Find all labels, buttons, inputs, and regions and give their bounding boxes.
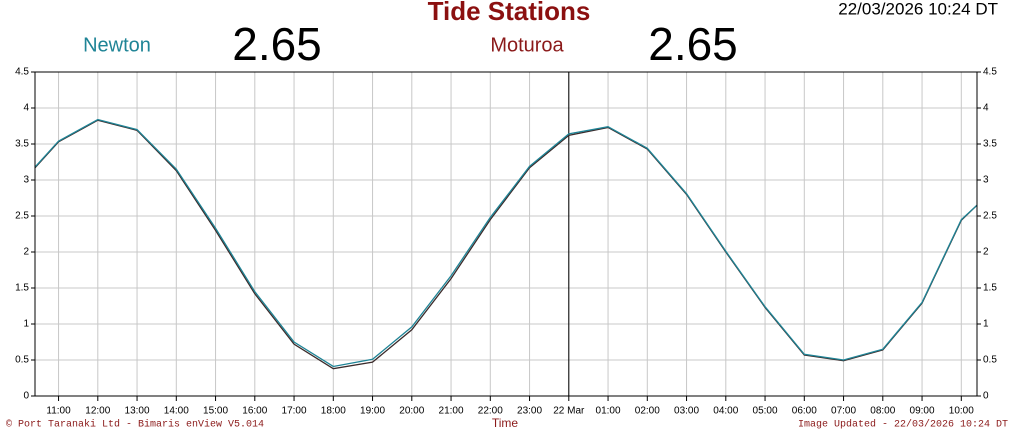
y-tick-label: 4 — [23, 103, 29, 114]
y2-tick-label: 2 — [983, 247, 989, 258]
x-tick-label: 17:00 — [282, 406, 307, 417]
x-tick-label: 11:00 — [46, 406, 71, 417]
y2-tick-label: 0.5 — [983, 355, 997, 366]
x-tick-label: 21:00 — [439, 406, 464, 417]
x-axis-label: Time — [492, 416, 519, 430]
x-tick-label: 04:00 — [713, 406, 738, 417]
station-reading: 2.65 — [648, 18, 738, 70]
tide-line — [34, 118, 978, 368]
y-tick-label: 4.5 — [15, 67, 29, 78]
x-tick-label: 05:00 — [753, 406, 778, 417]
y2-tick-label: 3.5 — [983, 139, 997, 150]
y-tick-label: 0 — [23, 391, 29, 402]
y-tick-label: 2.5 — [15, 211, 29, 222]
station-name: Moturoa — [490, 34, 564, 56]
plot-border — [34, 71, 978, 397]
timestamp: 22/03/2026 10:24 DT — [838, 0, 998, 18]
y2-tick-label: 1 — [983, 319, 989, 330]
y2-tick-label: 2.5 — [983, 211, 997, 222]
tide-line — [34, 119, 978, 370]
y2-tick-label: 4.5 — [983, 67, 997, 78]
y-tick-label: 0.5 — [15, 355, 29, 366]
x-tick-label: 18:00 — [321, 406, 346, 417]
x-tick-label: 15:00 — [203, 406, 228, 417]
y-tick-label: 1.5 — [15, 283, 29, 294]
x-tick-label: 03:00 — [674, 406, 699, 417]
y2-tick-label: 1.5 — [983, 283, 997, 294]
y-tick-label: 3 — [23, 175, 29, 186]
x-tick-label: 09:00 — [910, 406, 935, 417]
x-tick-label: 22:00 — [478, 406, 503, 417]
y-tick-label: 1 — [23, 319, 29, 330]
x-tick-label: 07:00 — [831, 406, 856, 417]
x-tick-label: 06:00 — [792, 406, 817, 417]
plot-area — [35, 72, 977, 396]
x-tick-label: 02:00 — [635, 406, 660, 417]
y-tick-label: 3.5 — [15, 139, 29, 150]
station-name: Newton — [83, 34, 151, 56]
x-tick-label: 10:00 — [949, 406, 974, 417]
y-tick-label: 2 — [23, 247, 29, 258]
y2-tick-label: 4 — [983, 103, 989, 114]
x-tick-label: 22 Mar — [553, 406, 585, 417]
x-tick-label: 16:00 — [242, 406, 267, 417]
x-tick-label: 13:00 — [125, 406, 150, 417]
x-tick-label: 23:00 — [517, 406, 542, 417]
updated: Image Updated - 22/03/2026 10:24 DT — [798, 419, 1008, 431]
chart-title: Tide Stations — [428, 0, 591, 26]
x-tick-label: 01:00 — [596, 406, 621, 417]
x-tick-label: 19:00 — [360, 406, 385, 417]
station-reading: 2.65 — [232, 18, 322, 70]
y2-tick-label: 0 — [983, 391, 989, 402]
y2-tick-label: 3 — [983, 175, 989, 186]
copyright: © Port Taranaki Ltd - Bimaris enView V5.… — [6, 419, 264, 431]
x-tick-label: 14:00 — [164, 406, 189, 417]
x-tick-label: 12:00 — [85, 406, 110, 417]
x-tick-label: 08:00 — [870, 406, 895, 417]
x-tick-label: 20:00 — [399, 406, 424, 417]
